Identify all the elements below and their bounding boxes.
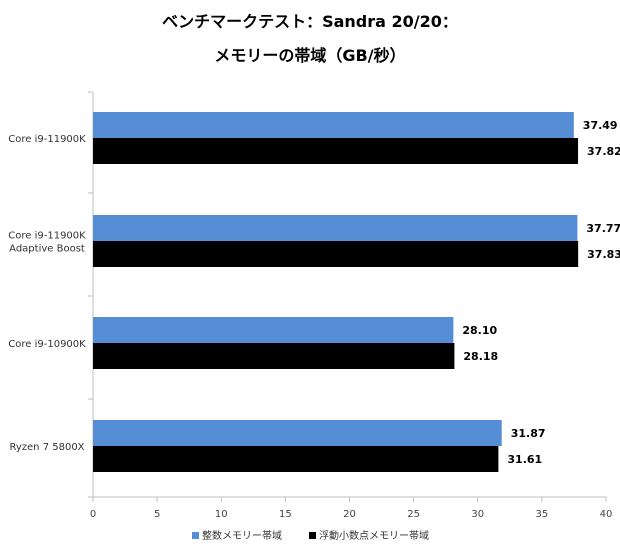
- data-label: 28.10: [462, 324, 497, 337]
- category-label: Ryzen 7 5800X: [9, 442, 84, 453]
- category-label: Core i9-10900K: [8, 339, 86, 350]
- bar-float: [93, 343, 455, 369]
- category-label: Adaptive Boost: [9, 244, 85, 255]
- chart-title-line-1: ベンチマークテスト：Sandra 20/20：: [162, 12, 458, 31]
- bar-integer: [93, 215, 578, 241]
- x-tick-label: 40: [600, 509, 613, 520]
- data-label: 31.87: [511, 427, 546, 440]
- category-label: Core i9-11900K: [8, 231, 86, 242]
- data-label: 28.18: [463, 350, 498, 363]
- bar-float: [93, 241, 579, 267]
- x-tick-label: 20: [343, 509, 356, 520]
- legend-label: 整数メモリー帯域: [202, 529, 282, 542]
- data-label: 37.49: [583, 119, 618, 132]
- x-tick-label: 35: [536, 509, 549, 520]
- legend-swatch: [309, 532, 316, 539]
- data-label: 37.82: [587, 145, 620, 158]
- bar-integer: [93, 112, 574, 138]
- chart-title-line-2: メモリーの帯域（GB/秒）: [214, 46, 405, 65]
- legend-swatch: [192, 532, 199, 539]
- category-label: Core i9-11900K: [8, 134, 86, 145]
- data-label: 31.61: [507, 453, 542, 466]
- data-label: 37.83: [587, 248, 620, 261]
- legend: 整数メモリー帯域 浮動小数点メモリー帯域: [192, 529, 429, 542]
- bar-integer: [93, 317, 454, 343]
- x-tick-label: 30: [471, 509, 484, 520]
- x-tick-label: 25: [407, 509, 420, 520]
- x-tick-label: 10: [215, 509, 228, 520]
- x-tick-label: 5: [154, 509, 160, 520]
- data-label: 37.77: [586, 222, 620, 235]
- bar-integer: [93, 420, 502, 446]
- x-tick-label: 15: [279, 509, 292, 520]
- legend-label: 浮動小数点メモリー帯域: [319, 529, 429, 542]
- bar-float: [93, 446, 499, 472]
- bar-float: [93, 138, 579, 164]
- x-tick-label: 0: [90, 509, 96, 520]
- plot-area: 0 5 10 15 20 25 30 35 40 37.49 37.82 Core i9-11900K…: [8, 91, 620, 520]
